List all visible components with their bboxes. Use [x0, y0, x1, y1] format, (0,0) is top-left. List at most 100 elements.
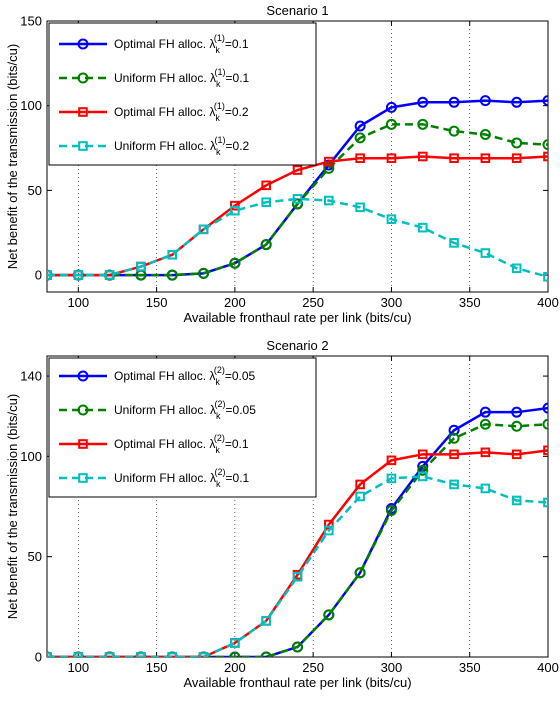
data-point [324, 195, 334, 206]
data-point [542, 402, 548, 414]
x-tick-label: 400 [537, 295, 559, 310]
data-point [511, 137, 523, 149]
chart-panel-1: Scenario 1 100 150 200 250 300 350 400 0 50 100 150… [5, 3, 559, 325]
data-point [198, 224, 209, 235]
data-point [511, 420, 523, 432]
x-tick-label: 350 [459, 295, 481, 310]
legend-marker [78, 141, 88, 151]
legend-entry: Uniform FH alloc. λk(2)=0.1 [59, 467, 250, 489]
x-tick-label: 250 [302, 295, 324, 310]
legend-entry: Uniform FH alloc. λk(1)=0.1 [59, 67, 250, 89]
data-point [230, 205, 240, 216]
legend-label: Optimal FH alloc. λk(1)=0.1 [114, 33, 249, 55]
chart-title: Scenario 2 [266, 338, 328, 353]
data-point [260, 651, 272, 657]
data-point [448, 432, 460, 444]
data-point [354, 567, 366, 579]
x-tick-label: 100 [67, 660, 89, 675]
data-point [543, 271, 548, 282]
data-point [417, 471, 428, 482]
legend-marker [78, 473, 88, 483]
data-point [417, 464, 429, 476]
data-point [385, 101, 397, 113]
chart-title: Scenario 1 [266, 3, 328, 18]
data-point [448, 96, 460, 108]
data-point [511, 406, 523, 418]
data-point [385, 505, 397, 517]
data-point [324, 525, 334, 536]
data-point [230, 638, 240, 648]
x-tick-label: 150 [146, 295, 168, 310]
data-point [136, 652, 146, 657]
series-4 [47, 194, 548, 282]
legend-entry: Optimal FH alloc. λk(2)=0.05 [59, 365, 256, 387]
y-tick-label: 100 [20, 449, 42, 464]
data-point [480, 153, 491, 163]
data-point [292, 641, 303, 653]
data-point [542, 418, 548, 430]
legend-marker [77, 370, 89, 382]
legend-label: Optimal FH alloc. λk(1)=0.2 [114, 101, 249, 123]
data-point [449, 449, 459, 460]
data-point [417, 118, 429, 130]
data-point [511, 495, 522, 506]
data-point [511, 153, 522, 163]
data-point [260, 239, 272, 251]
x-tick-label: 200 [224, 295, 246, 310]
x-tick-label: 150 [146, 660, 168, 675]
data-point [229, 651, 241, 657]
series-line [47, 449, 548, 657]
series-line [47, 475, 548, 657]
data-point [261, 180, 271, 191]
legend-label: Optimal FH alloc. λk(2)=0.05 [114, 365, 256, 387]
data-point [543, 151, 548, 162]
x-tick-label: 350 [459, 660, 481, 675]
y-tick-label: 100 [20, 98, 42, 113]
legend: Optimal FH alloc. λk(2)=0.05 Uniform FH a… [48, 357, 317, 498]
legend-label: Uniform FH alloc. λk(2)=0.1 [114, 467, 250, 489]
y-axis-label: Net benefit of the transmission (bits/cu… [5, 44, 20, 269]
data-point [73, 652, 84, 657]
data-point [292, 165, 303, 175]
x-tick-label: 200 [224, 660, 246, 675]
data-point [511, 96, 523, 108]
data-point [386, 455, 397, 466]
data-point [198, 652, 209, 657]
y-tick-label: 150 [20, 14, 42, 29]
legend-label: Uniform FH alloc. λk(2)=0.05 [114, 399, 256, 421]
data-point [73, 270, 84, 280]
legend-marker [77, 72, 89, 84]
data-point [355, 491, 365, 502]
data-point [261, 197, 271, 208]
data-point [480, 483, 491, 494]
data-point [292, 198, 303, 210]
data-point [47, 652, 52, 657]
data-point [417, 449, 428, 460]
data-point [355, 202, 365, 213]
series-line [47, 123, 548, 277]
legend: Optimal FH alloc. λk(1)=0.1 Uniform FH al… [48, 22, 317, 166]
data-point [479, 128, 491, 140]
data-point [511, 263, 522, 274]
data-point [449, 153, 459, 163]
x-tick-label: 300 [381, 295, 403, 310]
data-point [354, 120, 366, 132]
legend-marker [77, 404, 89, 416]
legend-label: Optimal FH alloc. λk(2)=0.1 [114, 433, 249, 455]
y-axis-label: Net benefit of the transmission (bits/cu… [5, 394, 20, 619]
data-point [386, 153, 397, 163]
data-point [480, 248, 491, 258]
data-point [511, 449, 522, 460]
legend-entry: Optimal FH alloc. λk(1)=0.2 [59, 101, 249, 123]
data-point [167, 249, 178, 260]
legend-marker [77, 38, 89, 50]
data-point [292, 194, 303, 204]
legend-entry: Uniform FH alloc. λk(1)=0.2 [59, 135, 250, 157]
data-point [104, 270, 115, 280]
data-point [261, 616, 271, 626]
data-point [47, 270, 52, 280]
x-tick-label: 300 [381, 660, 403, 675]
data-point [324, 519, 334, 530]
x-axis-label: Available fronthaul rate per link (bits/… [183, 310, 411, 325]
data-point [385, 118, 397, 130]
